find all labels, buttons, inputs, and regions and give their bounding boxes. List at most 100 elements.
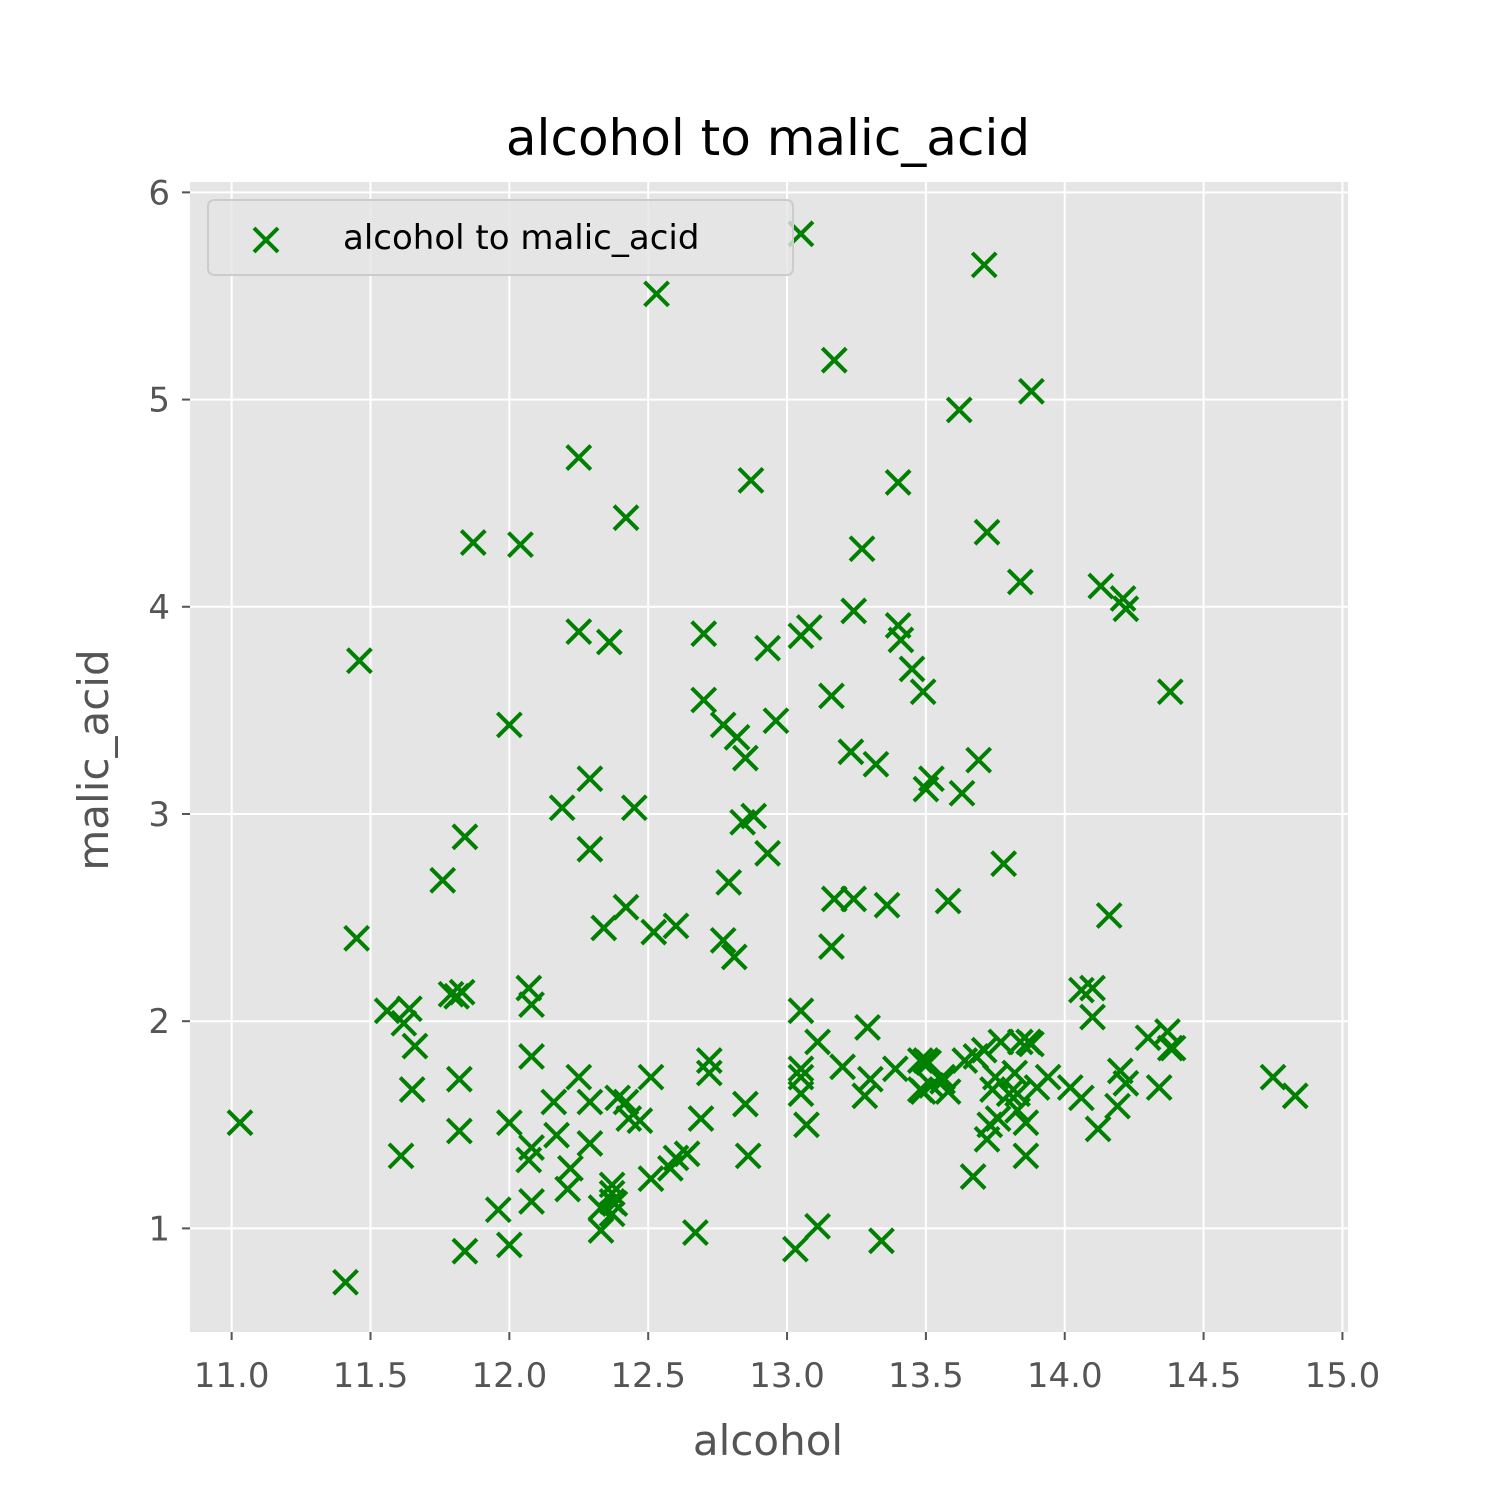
data-point <box>395 995 423 1023</box>
data-point <box>934 887 962 915</box>
data-point <box>387 1142 415 1170</box>
data-point <box>451 823 479 851</box>
data-point <box>637 1165 665 1193</box>
data-point <box>884 469 912 496</box>
data-point <box>787 1055 815 1083</box>
data-point <box>557 1154 584 1182</box>
data-point <box>695 1047 723 1074</box>
data-point <box>1112 595 1140 623</box>
data-point <box>687 1105 715 1132</box>
data-point <box>1112 1069 1140 1097</box>
data-point <box>345 647 373 675</box>
data-point <box>1012 1142 1040 1170</box>
y-tick-label: 5 <box>148 381 170 421</box>
legend: alcohol to malic_acid <box>207 199 794 276</box>
data-point <box>762 707 790 735</box>
data-point <box>598 1200 626 1228</box>
data-point <box>445 1117 473 1145</box>
data-point <box>398 1076 426 1103</box>
data-point <box>720 943 748 971</box>
data-point <box>854 1013 881 1041</box>
data-point <box>840 597 868 625</box>
data-point <box>343 924 371 952</box>
data-point <box>856 1065 884 1093</box>
data-points <box>226 220 1309 1296</box>
data-point <box>540 1088 568 1116</box>
data-point <box>690 620 718 648</box>
chart-title: alcohol to malic_acid <box>506 109 1030 167</box>
data-point <box>787 997 815 1025</box>
data-point <box>1156 678 1184 706</box>
data-point <box>226 1109 254 1137</box>
data-point <box>804 1212 832 1240</box>
data-point <box>507 531 534 559</box>
data-point <box>840 885 868 913</box>
data-point <box>734 1142 762 1170</box>
data-point <box>818 933 845 961</box>
legend-box <box>207 199 794 276</box>
data-point <box>590 914 618 942</box>
data-point <box>837 738 865 766</box>
data-point <box>518 1043 545 1070</box>
data-point <box>715 868 743 896</box>
data-point <box>1034 1063 1062 1091</box>
data-point <box>723 723 751 751</box>
y-tick-label: 1 <box>148 1209 170 1249</box>
data-point <box>1084 1115 1112 1143</box>
data-point <box>873 891 901 919</box>
data-point <box>970 1036 998 1064</box>
data-point <box>576 1130 604 1157</box>
data-point <box>737 466 765 494</box>
y-tick-label: 3 <box>148 795 170 835</box>
data-point <box>1159 1034 1187 1062</box>
data-point <box>598 1179 626 1207</box>
data-point <box>990 850 1018 878</box>
data-point <box>429 866 457 894</box>
data-point <box>640 918 668 946</box>
data-point <box>740 802 768 830</box>
data-point <box>987 1028 1015 1056</box>
data-point <box>1018 377 1045 405</box>
data-point <box>332 1268 359 1296</box>
data-point <box>518 1188 545 1215</box>
data-point <box>620 794 648 822</box>
y-axis-label: malic_acid <box>69 649 118 870</box>
data-point <box>1067 1084 1095 1112</box>
x-tick-label: 15.0 <box>1305 1356 1381 1396</box>
data-point <box>459 529 487 556</box>
data-point <box>373 997 401 1025</box>
x-tick-label: 12.0 <box>472 1356 548 1396</box>
data-point <box>1087 572 1115 600</box>
data-point <box>1259 1063 1287 1091</box>
data-point <box>548 794 576 822</box>
data-point <box>829 1053 857 1081</box>
data-point <box>1079 1003 1106 1031</box>
data-point <box>820 885 848 913</box>
data-point <box>1079 974 1106 1002</box>
data-point <box>731 1090 759 1118</box>
data-point <box>626 1107 654 1135</box>
data-point <box>401 1032 429 1060</box>
data-point <box>576 765 604 793</box>
y-tick-label: 6 <box>148 173 170 213</box>
data-point <box>906 1047 934 1074</box>
data-point <box>662 912 690 940</box>
data-point <box>868 1227 895 1255</box>
data-point <box>862 750 890 778</box>
data-point <box>612 893 640 921</box>
data-point <box>851 1082 879 1110</box>
x-tick-label: 13.0 <box>749 1356 825 1396</box>
data-point <box>1109 585 1137 612</box>
data-point <box>643 280 670 308</box>
axis-ticks: 11.0 11.5 12.0 12.5 13.0 13.5 14.0 14.5 15.0 1 2 3 4… <box>148 173 1380 1396</box>
data-point <box>973 518 1001 546</box>
data-point <box>795 614 823 641</box>
data-point <box>565 444 593 471</box>
legend-marker-x-icon <box>252 226 280 254</box>
data-point <box>945 396 973 424</box>
x-axis-label: alcohol <box>693 1416 843 1465</box>
data-point <box>576 1088 604 1116</box>
data-point <box>543 1121 570 1149</box>
data-point <box>495 711 523 739</box>
